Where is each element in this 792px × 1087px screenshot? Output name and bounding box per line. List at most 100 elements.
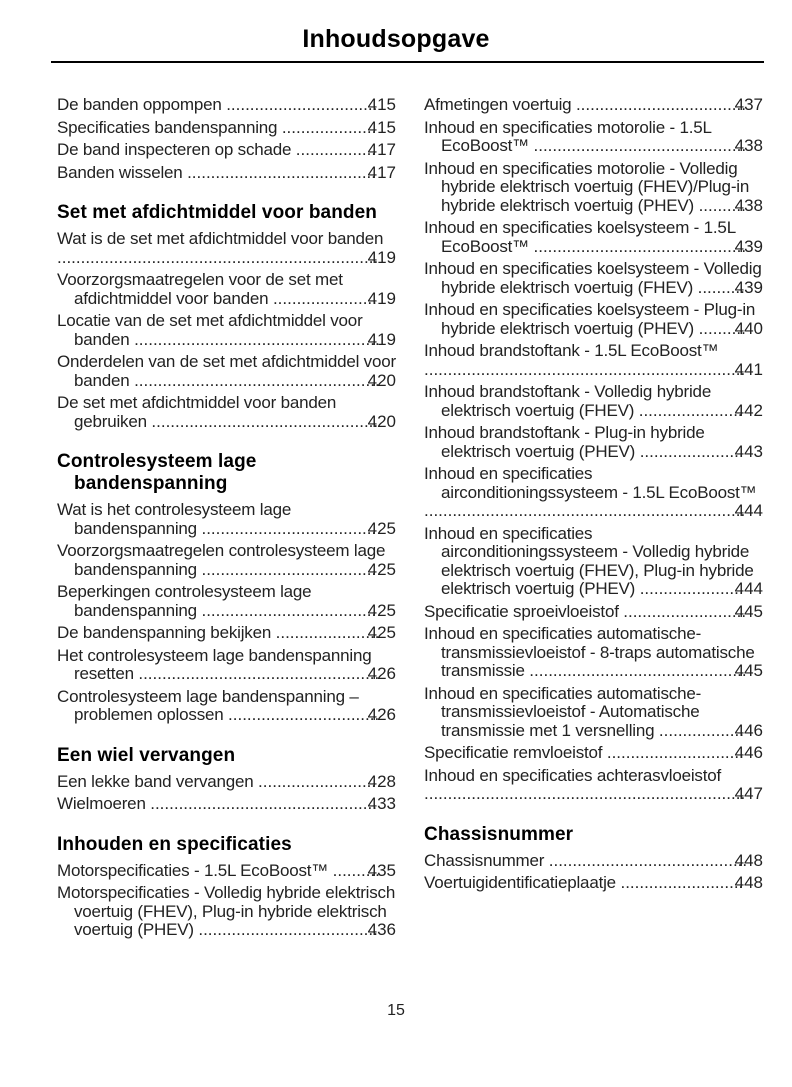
toc-entry-label: Inhoud brandstoftank - Volledig hybride … <box>424 382 712 420</box>
toc-entry: Inhoud en specificaties motorolie - 1.5L… <box>424 117 763 156</box>
toc-entry-page-number: 436 <box>367 920 396 939</box>
toc-dot-leader: ........................................… <box>548 850 748 870</box>
toc-entry-label: Inhoud en specificaties airconditionings… <box>424 523 754 598</box>
toc-entry: Onderdelen van de set met afdichtmiddel … <box>57 352 396 390</box>
toc-entry: Voorzorgsmaatregelen controlesysteem lag… <box>57 541 396 579</box>
toc-entry-label: Inhoud en specificaties airconditionings… <box>424 464 757 502</box>
toc-entry-label: Motorspecificaties - Volledig hybride el… <box>57 883 396 939</box>
page-header: Inhoudsopgave <box>0 26 792 63</box>
page-title: Inhoudsopgave <box>302 25 490 53</box>
toc-entry-label: Wielmoeren <box>57 794 146 813</box>
toc-entry-label: Inhoud en specificaties automatische-tra… <box>424 624 755 680</box>
toc-entry-label: Inhoud en specificaties koelsysteem - 1.… <box>424 218 736 256</box>
toc-dot-leader: ........................................… <box>424 784 746 803</box>
toc-entry-label: Controlesysteem lage bandenspanning – pr… <box>57 686 359 724</box>
toc-entry: Inhoud en specificaties koelsysteem - Vo… <box>424 259 763 297</box>
toc-entry-label: Voorzorgsmaatregelen voor de set met afd… <box>57 270 343 308</box>
toc-entry-label: De bandenspanning bekijken <box>57 623 272 642</box>
toc-dot-leader: ........................................… <box>151 411 379 431</box>
toc-entry: Voorzorgsmaatregelen voor de set met afd… <box>57 270 396 308</box>
toc-dot-leader: .......... <box>698 318 746 338</box>
toc-entry-page-number: 445 <box>734 601 763 621</box>
toc-entry: Wat is het controlesysteem lage bandensp… <box>57 500 396 538</box>
toc-entry-page-number: 419 <box>367 288 396 308</box>
footer-page-number: 15 <box>387 1002 405 1019</box>
section-heading: Chassisnummer <box>424 823 574 845</box>
toc-entry-page-number: 425 <box>367 559 396 579</box>
toc-entry-label: Specificatie remvloeistof <box>424 743 603 762</box>
toc-dot-leader: ........................................… <box>138 664 380 683</box>
toc-entry-page-number: 446 <box>734 720 763 740</box>
toc-entry-page-number: 425 <box>367 600 396 620</box>
toc-entry: De bandenspanning bekijken .............… <box>57 623 396 643</box>
toc-entry-page-number: 441 <box>734 359 763 379</box>
section-heading: Inhouden en specificaties <box>57 833 292 855</box>
toc-dot-leader: ........................................… <box>529 661 747 680</box>
toc-entry-label: De band inspecteren op schade <box>57 140 292 159</box>
toc-entry: Inhoud en specificaties motorolie - Voll… <box>424 159 763 216</box>
toc-dot-leader: ...................... <box>639 441 744 461</box>
toc-entry: Locatie van de set met afdichtmiddel voo… <box>57 311 396 349</box>
toc-entry-label: Afmetingen voertuig <box>424 95 572 114</box>
toc-columns: De banden oppompen .....................… <box>0 63 792 944</box>
toc-entry-label: Inhoud en specificaties motorolie - 1.5L… <box>424 117 712 155</box>
toc-entry-label: Motorspecificaties - 1.5L EcoBoost™ <box>57 860 329 880</box>
toc-dot-leader: .......... <box>332 860 380 880</box>
toc-entry-label: Specificaties bandenspanning <box>57 117 278 137</box>
toc-entry-page-number: 439 <box>734 277 763 297</box>
toc-dot-leader: ........................................… <box>150 794 377 813</box>
toc-entry: Voertuigidentificatieplaatje ...........… <box>424 873 763 893</box>
toc-entry-label: Inhoud en specificaties koelsysteem - Vo… <box>424 259 762 297</box>
toc-entry: Specificatie sproeivloeistof ...........… <box>424 601 763 622</box>
toc-entry: Wat is de set met afdichtmiddel voor ban… <box>57 229 396 267</box>
toc-entry-page-number: 444 <box>734 579 763 598</box>
toc-entry: Inhoud en specificaties airconditionings… <box>424 523 763 599</box>
toc-entry-label: Banden wisselen <box>57 162 183 182</box>
toc-entry-label: Beperkingen controlesysteem lage bandens… <box>57 582 312 620</box>
toc-dot-leader: ........................................… <box>533 136 747 155</box>
header-divider <box>51 61 764 63</box>
toc-dot-leader: ...................... <box>638 400 743 420</box>
toc-entry: Afmetingen voertuig ....................… <box>424 95 763 115</box>
toc-dot-leader: ............................. <box>606 743 744 762</box>
toc-entry: Beperkingen controlesysteem lage bandens… <box>57 582 396 620</box>
toc-dot-leader: .................................... <box>575 95 746 114</box>
toc-entry: Inhoud en specificaties airconditionings… <box>424 464 763 521</box>
toc-entry-label: Voertuigidentificatieplaatje <box>424 873 616 892</box>
toc-entry: Inhoud en specificaties koelsysteem - Pl… <box>424 300 763 338</box>
toc-entry-page-number: 447 <box>734 784 763 803</box>
toc-dot-leader: .......................... <box>620 873 744 892</box>
toc-entry: De set met afdichtmiddel voor banden geb… <box>57 393 396 431</box>
toc-entry-label: Inhoud en specificaties achterasvloeisto… <box>424 765 722 785</box>
toc-entry-page-number: 420 <box>367 370 396 390</box>
toc-dot-leader: .................. <box>658 720 744 740</box>
toc-entry-page-number: 415 <box>367 95 396 114</box>
toc-entry-page-number: 425 <box>367 623 396 642</box>
toc-entry-label: De banden oppompen <box>57 95 222 114</box>
toc-entry-label: Het controlesysteem lage bandenspanning … <box>57 645 372 683</box>
toc-entry-page-number: 415 <box>367 117 396 137</box>
toc-entry: Controlesysteem lage bandenspanning – pr… <box>57 686 396 725</box>
toc-entry-page-number: 440 <box>734 318 763 338</box>
toc-entry: Het controlesysteem lage bandenspanning … <box>57 645 396 684</box>
toc-entry-page-number: 438 <box>734 136 763 155</box>
toc-entry-page-number: 426 <box>367 664 396 683</box>
toc-dot-leader: ........................................… <box>134 329 380 349</box>
toc-entry-page-number: 448 <box>734 850 763 870</box>
toc-entry-page-number: 445 <box>734 661 763 680</box>
toc-entry: Banden wisselen ........................… <box>57 162 396 183</box>
toc-entry: De band inspecteren op schade ..........… <box>57 140 396 160</box>
toc-dot-leader: ..................................... <box>201 559 377 579</box>
toc-dot-leader: ........................................ <box>187 162 376 182</box>
section-heading: Een wiel vervangen <box>57 744 236 766</box>
toc-dot-leader: .................... <box>281 117 377 137</box>
toc-entry-page-number: 444 <box>734 501 763 520</box>
toc-entry-page-number: 428 <box>367 771 396 791</box>
toc-dot-leader: ........................................… <box>424 501 746 520</box>
toc-entry-label: Inhoud brandstoftank - 1.5L EcoBoost™ <box>424 341 719 360</box>
toc-dot-leader: ...................... <box>275 623 380 642</box>
toc-entry-page-number: 417 <box>367 140 396 159</box>
toc-entry-label: Een lekke band vervangen <box>57 771 254 791</box>
toc-entry-label: Chassisnummer <box>424 850 545 870</box>
